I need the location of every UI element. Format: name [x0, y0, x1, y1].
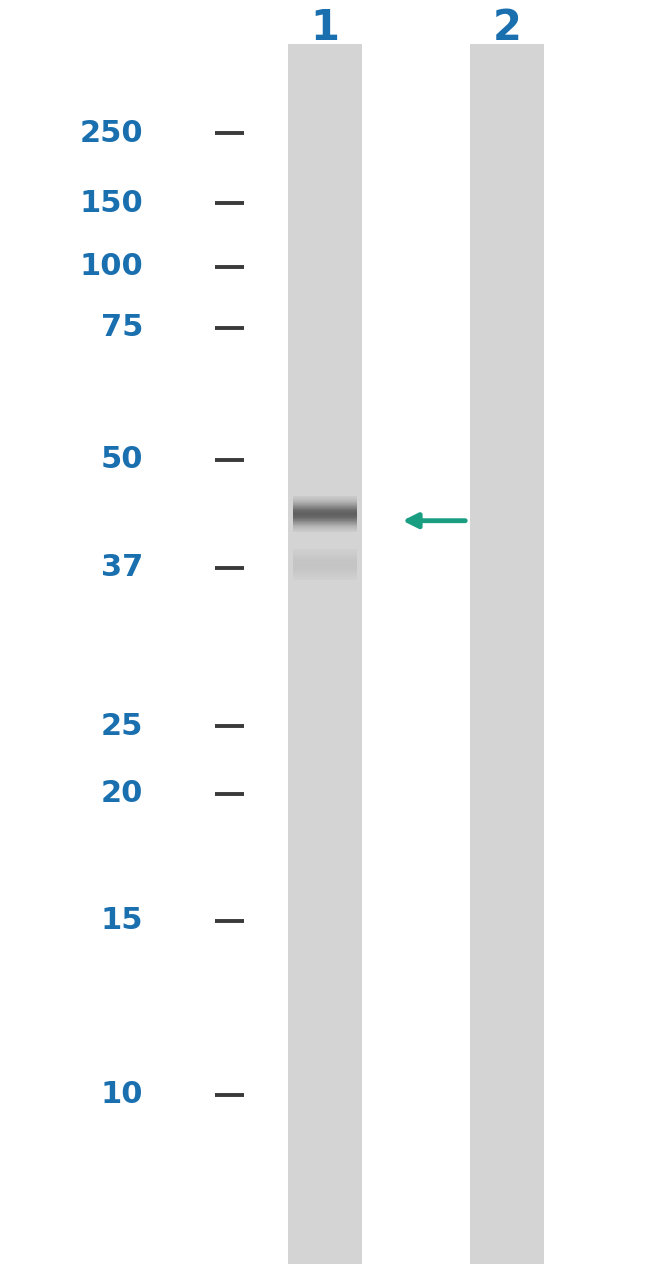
- Text: 50: 50: [101, 446, 143, 474]
- Text: 150: 150: [79, 189, 143, 217]
- Text: 250: 250: [79, 119, 143, 147]
- Text: 37: 37: [101, 554, 143, 582]
- Text: 20: 20: [101, 780, 143, 808]
- Bar: [469, 44, 545, 1264]
- Text: 1: 1: [311, 6, 339, 50]
- Text: 2: 2: [493, 6, 521, 50]
- Text: 10: 10: [101, 1081, 143, 1109]
- Text: 75: 75: [101, 314, 143, 342]
- Bar: [287, 44, 363, 1264]
- Text: 100: 100: [79, 253, 143, 281]
- Text: 15: 15: [101, 907, 143, 935]
- Text: 25: 25: [101, 712, 143, 740]
